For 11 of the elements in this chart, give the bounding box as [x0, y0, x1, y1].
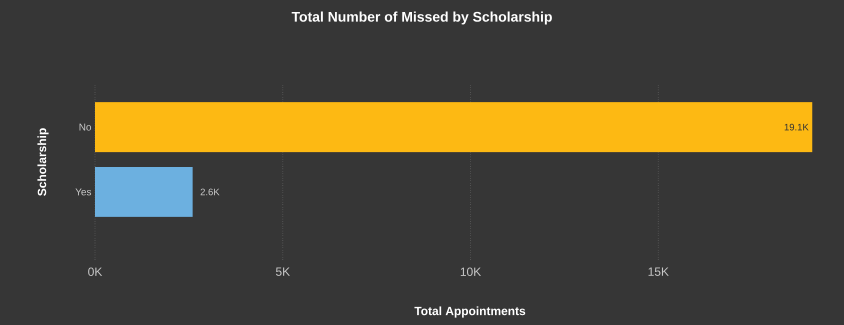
- x-tick-label: 10K: [460, 268, 482, 276]
- chart-title: Total Number of Missed by Scholarship: [292, 11, 552, 24]
- data-label: 19.1K: [784, 124, 809, 130]
- x-tick-label: 0K: [88, 268, 102, 276]
- y-tick-label: No: [80, 124, 92, 131]
- x-tick-label: 15K: [648, 268, 669, 276]
- x-axis-title: Total Appointments: [414, 306, 526, 318]
- x-tick-label: 5K: [276, 268, 290, 276]
- y-axis-title: Scholarship: [37, 128, 49, 196]
- data-label: 2.6K: [200, 188, 220, 196]
- y-tick-label: Yes: [75, 188, 92, 196]
